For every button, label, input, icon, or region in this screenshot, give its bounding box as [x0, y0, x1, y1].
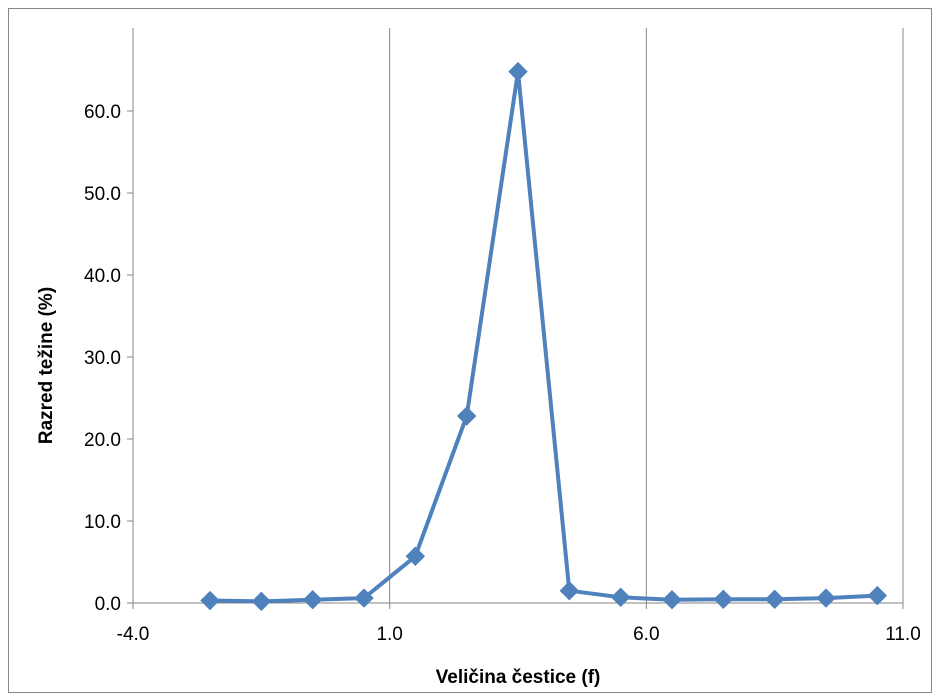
y-tick-label: 20.0	[84, 430, 121, 451]
x-tick-label: 1.0	[376, 624, 402, 645]
gridlines	[389, 28, 904, 603]
y-tick-label: 50.0	[84, 184, 121, 205]
data-point	[508, 61, 528, 82]
y-tick-label: 30.0	[84, 348, 121, 369]
y-tick-label: 10.0	[84, 512, 121, 533]
data-point	[200, 590, 220, 611]
y-axis-title: Razred težine (%)	[36, 287, 57, 444]
data-point	[662, 590, 682, 610]
data-point	[610, 587, 631, 607]
data-point	[713, 589, 734, 610]
data-point	[764, 589, 785, 610]
data-point	[816, 588, 836, 608]
series-markers	[200, 61, 888, 612]
data-point	[302, 590, 323, 610]
data-point	[559, 580, 580, 601]
series-line-group	[209, 69, 878, 604]
x-axis-title: Veličina čestice (f)	[436, 667, 601, 688]
y-axis-ticks: 0.0 10.0 20.0 30.0 40.0 50.0 60.0	[84, 102, 133, 615]
x-tick-label: 11.0	[885, 624, 921, 645]
y-tick-label: 60.0	[84, 102, 121, 123]
series-line	[209, 69, 878, 604]
x-tick-label: 6.0	[633, 624, 659, 645]
data-point	[405, 546, 426, 566]
data-point	[354, 588, 374, 608]
x-tick-label: -4.0	[117, 624, 150, 645]
x-axis-ticks: -4.0 1.0 6.0 11.0	[117, 603, 921, 645]
data-point	[456, 406, 477, 426]
axes	[132, 28, 903, 604]
y-tick-label: 0.0	[95, 594, 121, 615]
data-point	[251, 591, 272, 612]
y-tick-label: 40.0	[84, 266, 121, 287]
chart-frame	[8, 8, 932, 693]
data-point	[867, 585, 888, 606]
